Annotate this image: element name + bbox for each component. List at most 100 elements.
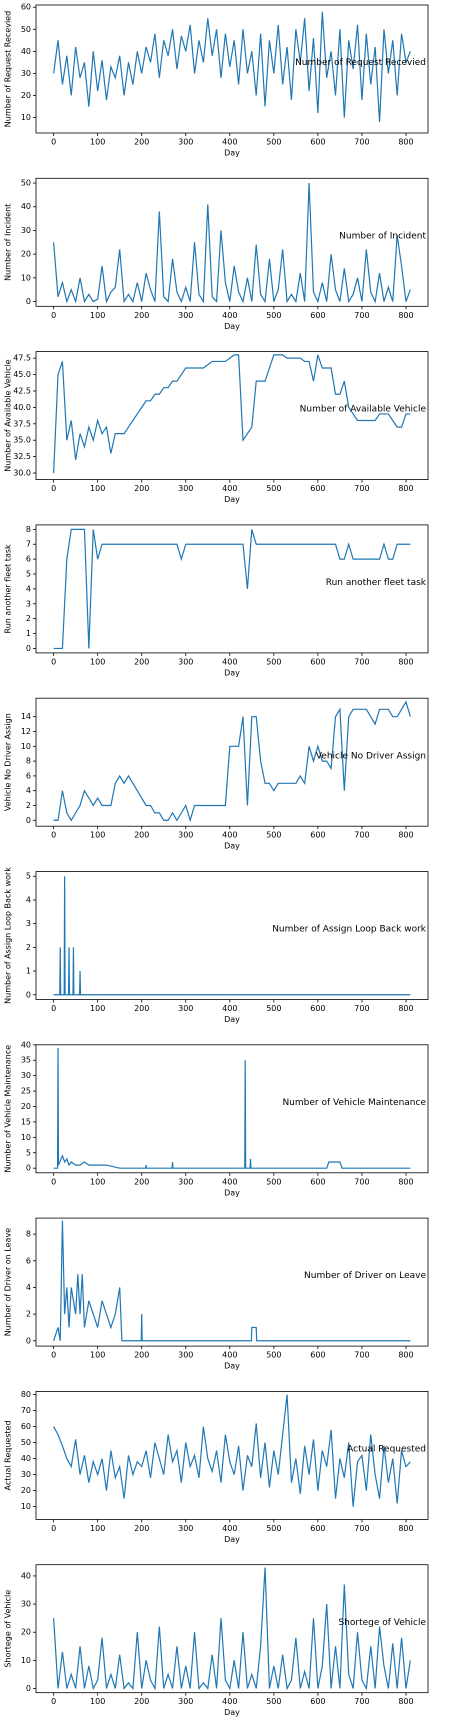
chart-panel: 0 100 200 300 400 500 600 700 800 30.0 32.5 35.0 37.… (4, 351, 429, 504)
y-tick-label: 2 (26, 614, 31, 623)
y-axis-label: Number of Vehicle Maintenance (4, 1045, 13, 1173)
y-tick-label: 30 (21, 226, 31, 235)
legend-label: Number of Available Vehicle (300, 405, 427, 415)
plot-frame (35, 177, 429, 307)
y-tick-label: 80 (21, 1390, 31, 1399)
x-tick-label: 200 (134, 1524, 149, 1533)
x-tick-label: 800 (398, 138, 413, 147)
y-tick-label: 3 (26, 599, 31, 608)
x-tick-label: 100 (90, 1177, 105, 1186)
plot-frame (35, 871, 429, 1000)
x-tick-label: 0 (51, 1524, 56, 1533)
chart-panel: 0 100 200 300 400 500 600 700 800 0 1 2 3 4 5 Day Number… (4, 867, 429, 1024)
y-tick-label: 8 (26, 525, 31, 534)
y-tick-label: 25 (21, 1087, 31, 1096)
x-tick-label: 0 (51, 657, 56, 666)
y-tick-label: 40.0 (13, 403, 31, 412)
y-tick-label: 14 (21, 712, 31, 721)
x-tick-label: 200 (134, 831, 149, 840)
y-tick-label: 8 (26, 1230, 31, 1239)
x-tick-label: 700 (354, 657, 369, 666)
y-tick-label: 50 (21, 1438, 31, 1447)
x-tick-label: 600 (310, 1004, 325, 1013)
x-tick-label: 100 (90, 1697, 105, 1706)
x-tick-label: 500 (266, 831, 281, 840)
y-tick-label: 30 (21, 1470, 31, 1479)
x-axis-label: Day (224, 322, 240, 331)
x-tick-label: 0 (51, 1004, 56, 1013)
x-tick-label: 400 (222, 831, 237, 840)
data-line (53, 1047, 411, 1169)
y-tick-label: 35 (21, 1056, 31, 1065)
x-tick-label: 600 (310, 1697, 325, 1706)
legend-label: Number of Request Recevied (295, 58, 426, 68)
x-axis-label: Day (224, 842, 240, 851)
x-tick-label: 300 (178, 657, 193, 666)
plot-frame (35, 1044, 429, 1174)
y-axis-label: Number of Assign Loop Back work (4, 867, 13, 1004)
y-tick-label: 4 (26, 1283, 31, 1292)
plot-frame (35, 697, 429, 827)
y-tick-label: 10 (21, 113, 31, 122)
x-tick-label: 600 (310, 657, 325, 666)
y-tick-label: 5 (26, 1148, 31, 1157)
y-tick-label: 4 (26, 584, 31, 593)
x-axis-label: Day (224, 1188, 240, 1197)
legend-label: Number of Assign Loop Back work (272, 925, 427, 935)
x-tick-label: 700 (354, 484, 369, 493)
y-tick-label: 40 (21, 202, 31, 211)
y-tick-label: 20 (21, 1486, 31, 1495)
y-tick-label: 60 (21, 1422, 31, 1431)
y-tick-label: 6 (26, 555, 31, 564)
chart-panel: 0 100 200 300 400 500 600 700 800 0 1 2 3 4 5 6 7 8 Day Run… (4, 524, 429, 677)
y-tick-label: 5 (26, 872, 31, 881)
x-tick-label: 100 (90, 1004, 105, 1013)
x-tick-label: 400 (222, 311, 237, 320)
x-tick-label: 800 (398, 1697, 413, 1706)
x-tick-label: 500 (266, 657, 281, 666)
x-axis-label: Day (224, 495, 240, 504)
x-tick-label: 300 (178, 1004, 193, 1013)
y-tick-label: 30 (21, 1600, 31, 1609)
chart-panel: 0 100 200 300 400 500 600 700 800 0 5 10 15 20 25 30 35 4… (4, 1040, 429, 1197)
y-tick-label: 20 (21, 1628, 31, 1637)
y-tick-label: 50 (21, 179, 31, 188)
y-tick-label: 7 (26, 540, 31, 549)
x-tick-label: 800 (398, 831, 413, 840)
y-tick-label: 8 (26, 757, 31, 766)
y-tick-label: 60 (21, 3, 31, 12)
data-line (53, 1567, 411, 1691)
x-tick-label: 400 (222, 1004, 237, 1013)
x-tick-label: 500 (266, 1004, 281, 1013)
y-tick-label: 0 (26, 1684, 31, 1693)
y-tick-label: 10 (21, 1133, 31, 1142)
x-tick-label: 600 (310, 484, 325, 493)
legend-label: Vehicle No Driver Assign (316, 751, 426, 761)
data-line (53, 876, 411, 996)
x-tick-label: 300 (178, 484, 193, 493)
x-axis-label: Day (224, 668, 240, 677)
x-tick-label: 300 (178, 831, 193, 840)
y-tick-label: 0 (26, 990, 31, 999)
x-tick-label: 600 (310, 138, 325, 147)
x-tick-label: 800 (398, 1524, 413, 1533)
data-line (53, 183, 411, 304)
y-tick-label: 32.5 (13, 452, 31, 461)
y-tick-label: 10 (21, 742, 31, 751)
y-tick-label: 20 (21, 91, 31, 100)
y-tick-label: 40 (21, 1040, 31, 1049)
y-tick-label: 30 (21, 69, 31, 78)
x-tick-label: 800 (398, 1177, 413, 1186)
x-tick-label: 700 (354, 1351, 369, 1360)
x-tick-label: 800 (398, 311, 413, 320)
x-tick-label: 200 (134, 138, 149, 147)
plot-frame (35, 1217, 429, 1347)
chart-panel: 0 100 200 300 400 500 600 700 800 10 20 30 40 50 60 70 8… (4, 1390, 429, 1544)
legend-label: Shortege of Vehicle (338, 1618, 426, 1628)
x-tick-label: 500 (266, 311, 281, 320)
x-tick-label: 0 (51, 311, 56, 320)
x-axis-label: Day (224, 1535, 240, 1544)
x-tick-label: 300 (178, 1351, 193, 1360)
y-tick-label: 10 (21, 1502, 31, 1511)
x-tick-label: 200 (134, 1004, 149, 1013)
